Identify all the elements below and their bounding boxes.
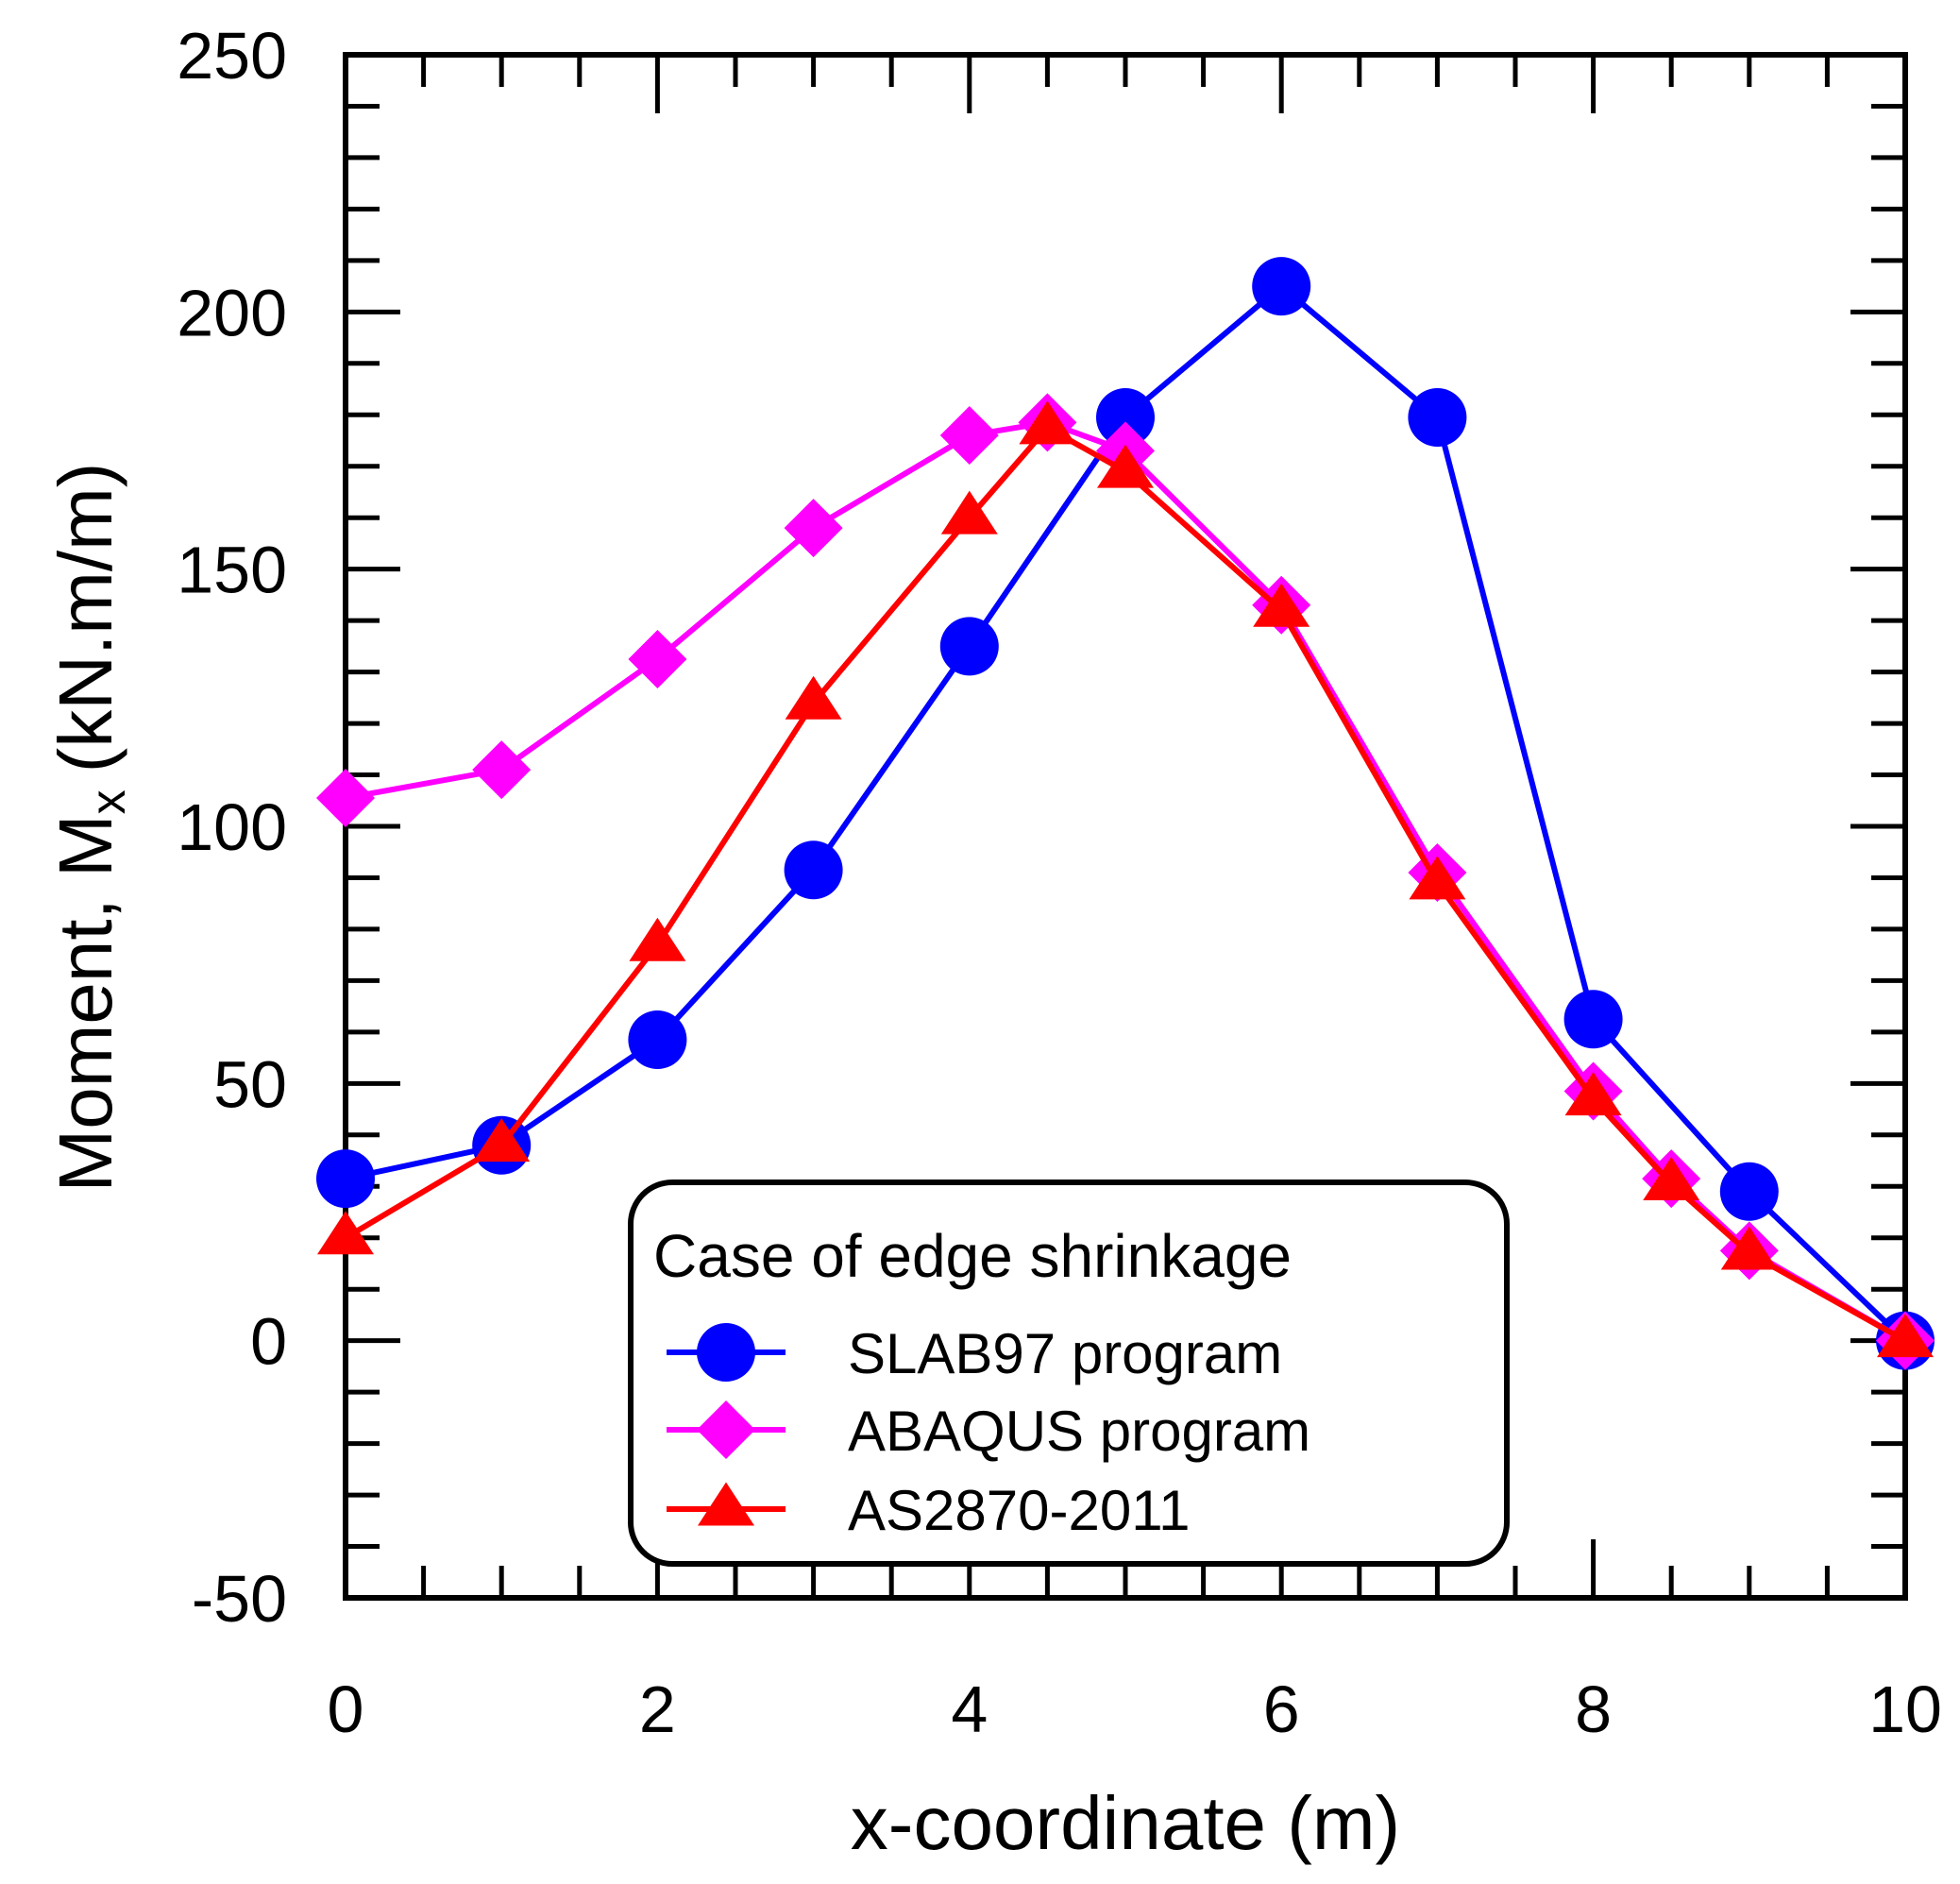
data-point-diamond (939, 406, 999, 466)
data-point-triangle (1877, 1314, 1934, 1358)
legend-label: AS2870-2011 (848, 1479, 1191, 1542)
data-point-triangle (317, 1211, 374, 1255)
legend-entry: ABAQUS program (667, 1400, 1310, 1463)
data-point-circle (1252, 257, 1311, 316)
legend-box (628, 1180, 1510, 1567)
x-axis-tick-labels: 0 2 4 6 8 10 (328, 1672, 1942, 1746)
data-point-triangle (1097, 444, 1154, 488)
legend-entries: SLAB97 program ABAQUS program AS2870-2011 (667, 1322, 1310, 1542)
data-point-circle (1096, 387, 1155, 447)
data-point-triangle (785, 675, 842, 720)
x-tick-label: 0 (328, 1672, 364, 1746)
data-point-triangle (1643, 1157, 1700, 1201)
x-tick-label: 10 (1868, 1672, 1942, 1746)
legend-entry: SLAB97 program (667, 1322, 1282, 1385)
legend-label: SLAB97 program (848, 1322, 1282, 1385)
x-tick-label: 6 (1263, 1672, 1300, 1746)
data-point-diamond (316, 769, 375, 828)
y-tick-label: 100 (177, 790, 287, 864)
data-point-triangle (629, 917, 686, 961)
data-point-triangle (1409, 856, 1466, 900)
legend: Case of edge shrinkage SLAB97 program ABA… (628, 1180, 1510, 1567)
data-point-diamond (784, 499, 843, 558)
legend-marker-diamond (697, 1400, 755, 1459)
data-point-diamond (472, 740, 532, 800)
x-tick-label: 2 (639, 1672, 676, 1746)
legend-label: ABAQUS program (848, 1400, 1310, 1463)
data-point-circle (784, 840, 843, 900)
y-axis-label: Moment, Mx (kN.m/m) (43, 463, 136, 1193)
y-tick-label: 50 (213, 1047, 287, 1121)
y-axis-label-unit: (kN.m/m) (43, 463, 127, 773)
data-point-triangle (1564, 1072, 1622, 1116)
x-tick-label: 4 (951, 1672, 988, 1746)
y-axis-label-main: Moment, M (43, 814, 127, 1192)
legend-title: Case of edge shrinkage (653, 1222, 1292, 1290)
y-tick-label: 250 (177, 19, 287, 93)
data-point-circle (628, 1010, 687, 1070)
y-axis-label-subscript: x (81, 789, 136, 814)
series-layer (316, 257, 1935, 1370)
data-point-circle (1563, 990, 1623, 1049)
data-point-triangle (1253, 583, 1310, 627)
y-axis-ticks (346, 52, 1905, 1601)
y-tick-label: 150 (177, 534, 287, 607)
x-axis-ticks (343, 55, 1908, 1598)
data-point-diamond (628, 629, 687, 688)
y-tick-label: -50 (192, 1562, 287, 1636)
data-point-circle (316, 1149, 375, 1209)
legend-marker-triangle (698, 1482, 754, 1526)
data-point-circle (939, 617, 999, 676)
y-axis-tick-labels: -50 0 50 100 150 200 250 (177, 19, 287, 1636)
x-tick-label: 8 (1575, 1672, 1612, 1746)
data-point-triangle (1019, 400, 1076, 445)
data-point-triangle (1720, 1226, 1778, 1270)
series-triangle (317, 400, 1934, 1358)
data-point-triangle (940, 490, 998, 535)
data-point-triangle (473, 1118, 531, 1163)
legend-marker-circle (697, 1323, 755, 1382)
data-point-circle (1408, 387, 1467, 447)
y-tick-label: 0 (250, 1305, 287, 1379)
legend-entry: AS2870-2011 (667, 1479, 1191, 1542)
x-axis-label: x-coordinate (m) (851, 1781, 1400, 1865)
y-tick-label: 200 (177, 276, 287, 349)
data-point-circle (1719, 1162, 1779, 1221)
